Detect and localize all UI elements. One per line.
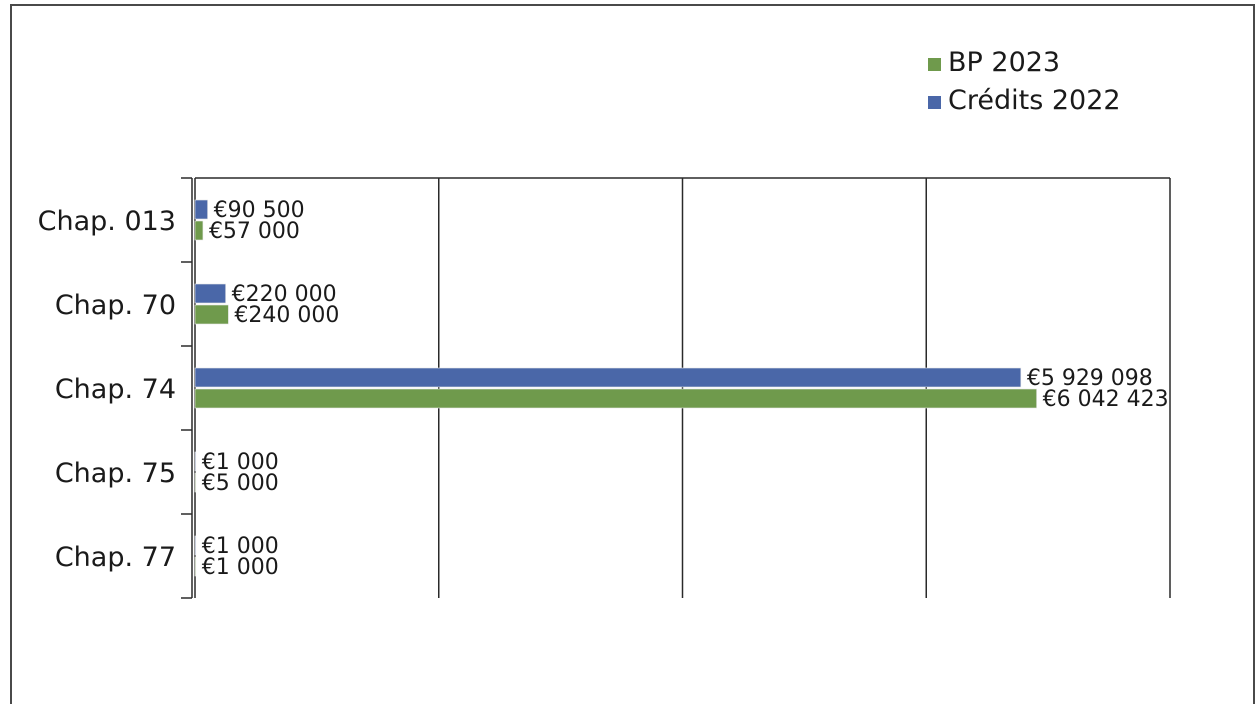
legend-label-0: BP 2023	[948, 47, 1060, 78]
data-label-bp-2023-4: €1 000	[202, 555, 279, 580]
bar-bp-2023-2	[195, 389, 1037, 408]
bar-bp-2023-4	[195, 557, 196, 576]
category-label-1: Chap. 70	[55, 290, 176, 321]
category-label-0: Chap. 013	[38, 206, 176, 237]
bar-credits-2022-2	[195, 368, 1021, 387]
bar-credits-2022-0	[195, 200, 208, 219]
bar-bp-2023-0	[195, 221, 203, 240]
bar-credits-2022-1	[195, 284, 226, 303]
data-label-bp-2023-0: €57 000	[209, 219, 300, 244]
legend-swatch-0	[928, 58, 941, 71]
data-label-bp-2023-1: €240 000	[234, 303, 339, 328]
category-label-3: Chap. 75	[55, 458, 176, 489]
legend-label-1: Crédits 2022	[948, 85, 1121, 116]
data-label-bp-2023-3: €5 000	[202, 471, 279, 496]
bar-bp-2023-1	[195, 305, 228, 324]
category-label-4: Chap. 77	[55, 542, 176, 573]
data-label-bp-2023-2: €6 042 423	[1043, 387, 1169, 412]
bar-bp-2023-3	[195, 473, 196, 492]
category-label-2: Chap. 74	[55, 374, 176, 405]
legend-swatch-1	[928, 96, 941, 109]
bar-credits-2022-4	[195, 536, 196, 555]
bar-credits-2022-3	[195, 452, 196, 471]
